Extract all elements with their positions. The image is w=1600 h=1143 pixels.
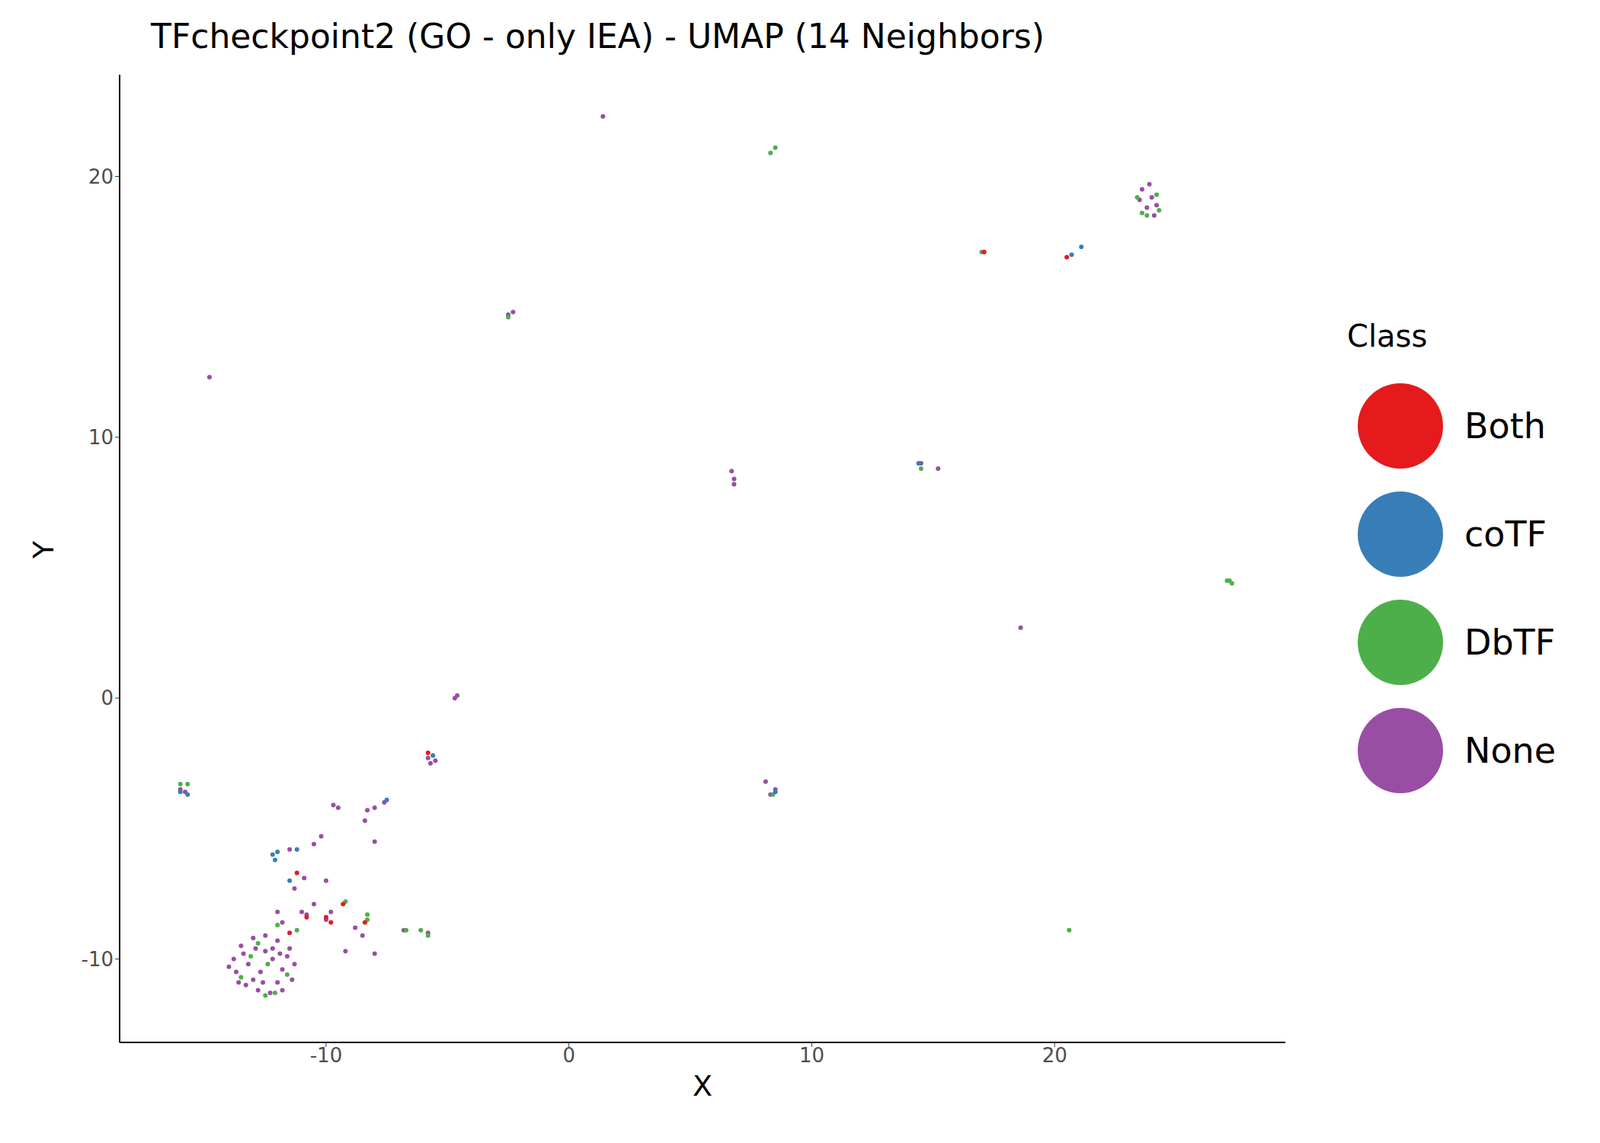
svg-text:0: 0 [562,1043,576,1067]
html-text:Class: Class [1347,318,1428,354]
svg-text:-10: -10 [310,1043,343,1067]
html-text:Both: Both [1464,405,1546,447]
svg-text:20: 20 [88,165,114,189]
html-text:coTF: coTF [1464,513,1547,555]
svg-text:-10: -10 [81,947,114,971]
html-text:None: None [1464,729,1556,772]
svg-text:10: 10 [88,425,114,449]
svg-text:Y: Y [26,540,61,560]
svg-text:0: 0 [100,686,114,710]
svg-text:10: 10 [799,1043,825,1067]
svg-text:20: 20 [1042,1043,1068,1067]
html-text:TFcheckpoint2 (GO - only IEA): TFcheckpoint2 (GO - only IEA) - UMAP (14… [150,16,1045,56]
html-text:DbTF: DbTF [1464,621,1556,663]
svg-text:X: X [692,1068,713,1103]
